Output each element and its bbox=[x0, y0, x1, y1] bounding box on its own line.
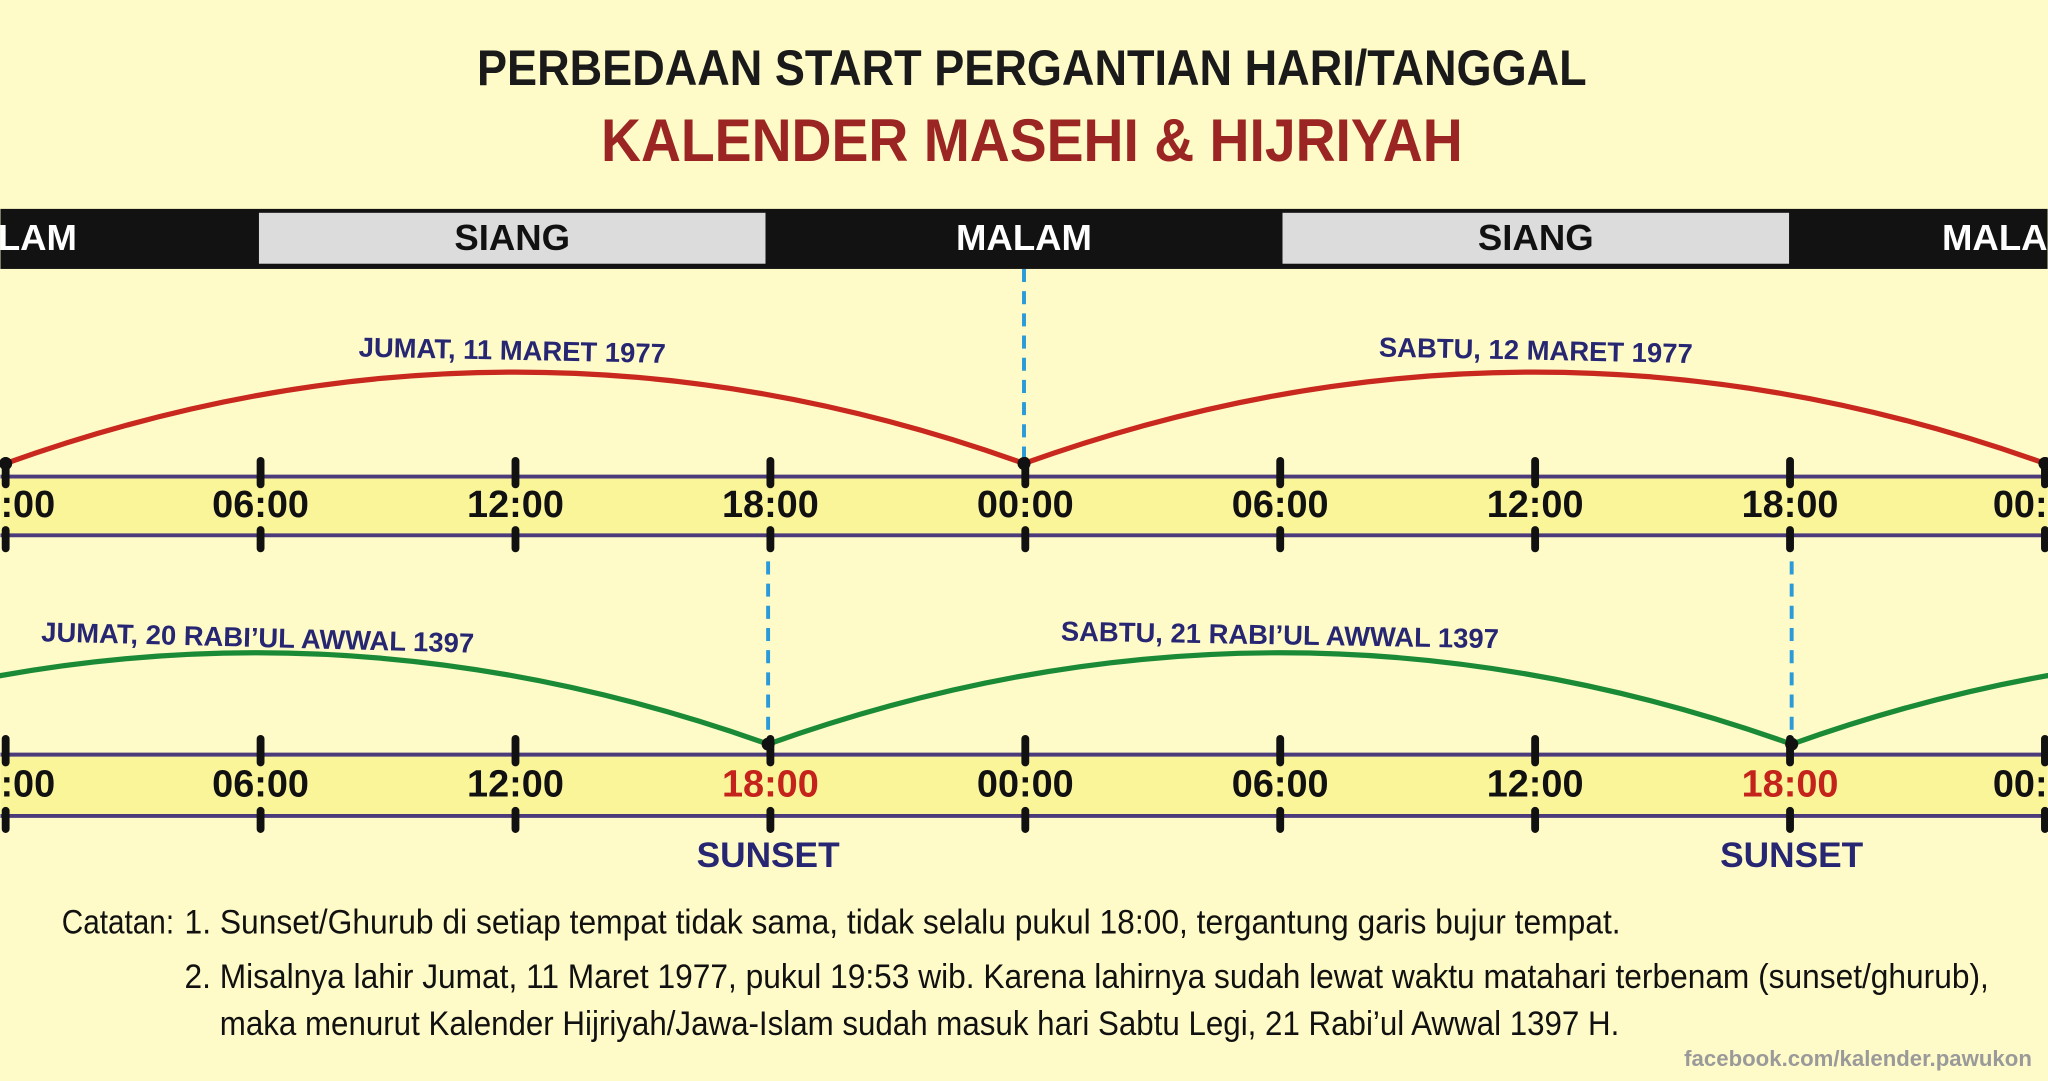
time-label: 18:00 bbox=[722, 764, 819, 806]
note-line: 1. Sunset/Ghurub di setiap tempat tidak … bbox=[185, 903, 1621, 941]
sunset-label: SUNSET bbox=[697, 836, 840, 875]
time-label: 12:00 bbox=[467, 764, 564, 806]
date-label: JUMAT, 11 MARET 1977 bbox=[358, 332, 666, 369]
time-label: 06:00 bbox=[1232, 764, 1329, 806]
time-label: :00 bbox=[0, 764, 55, 806]
boundary-dot bbox=[1785, 737, 1799, 751]
time-label: :00 bbox=[0, 484, 55, 526]
period-label: SIANG bbox=[1478, 217, 1594, 258]
date-label: SABTU, 12 MARET 1977 bbox=[1379, 331, 1693, 369]
time-label: 06:00 bbox=[1232, 484, 1329, 526]
period-label: SIANG bbox=[454, 217, 570, 258]
subtitle: KALENDER MASEHI & HIJRIYAH bbox=[601, 107, 1463, 174]
day-arc bbox=[1790, 672, 2048, 747]
day-arc bbox=[4, 369, 1025, 466]
boundary-dot bbox=[2038, 456, 2048, 470]
note-line: 2. Misalnya lahir Jumat, 11 Maret 1977, … bbox=[185, 958, 1989, 996]
footer: facebook.com/kalender.pawukon bbox=[1684, 1046, 2032, 1071]
time-label: 00:00 bbox=[977, 484, 1074, 526]
day-box bbox=[258, 212, 766, 264]
time-label: 06:00 bbox=[212, 484, 309, 526]
period-label: MALAM bbox=[956, 217, 1092, 258]
boundary-dot bbox=[1017, 456, 1031, 470]
time-label: 12:00 bbox=[1487, 764, 1584, 806]
time-label: 06:00 bbox=[212, 764, 309, 806]
day-arc bbox=[0, 650, 769, 747]
time-label: 00: bbox=[1993, 484, 2048, 526]
period-label: LAM bbox=[0, 217, 77, 258]
time-label: 18:00 bbox=[722, 484, 819, 526]
time-label: 00: bbox=[1993, 764, 2048, 806]
boundary-dot bbox=[0, 456, 13, 470]
title: PERBEDAAN START PERGANTIAN HARI/TANGGAL bbox=[477, 40, 1587, 96]
day-arc bbox=[1023, 369, 2046, 466]
period-label: MALA bbox=[1942, 217, 2048, 258]
time-label: 00:00 bbox=[977, 764, 1074, 806]
date-label: SABTU, 21 RABI’UL AWWAL 1397 bbox=[1061, 616, 1500, 655]
notes-label: Catatan: bbox=[62, 903, 174, 941]
note-line: maka menurut Kalender Hijriyah/Jawa-Isla… bbox=[220, 1005, 1620, 1043]
day-arc bbox=[767, 650, 1793, 747]
time-label: 18:00 bbox=[1742, 484, 1839, 526]
time-label: 18:00 bbox=[1742, 764, 1839, 806]
sunset-label: SUNSET bbox=[1720, 836, 1863, 875]
day-box bbox=[1282, 212, 1790, 264]
time-label: 12:00 bbox=[1487, 484, 1584, 526]
time-label: 12:00 bbox=[467, 484, 564, 526]
boundary-dot bbox=[761, 737, 775, 751]
